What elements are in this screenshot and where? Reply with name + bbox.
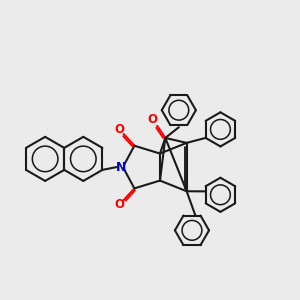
Text: O: O [148, 113, 158, 126]
Text: O: O [115, 123, 124, 136]
Text: N: N [116, 160, 126, 174]
Text: O: O [115, 198, 124, 211]
